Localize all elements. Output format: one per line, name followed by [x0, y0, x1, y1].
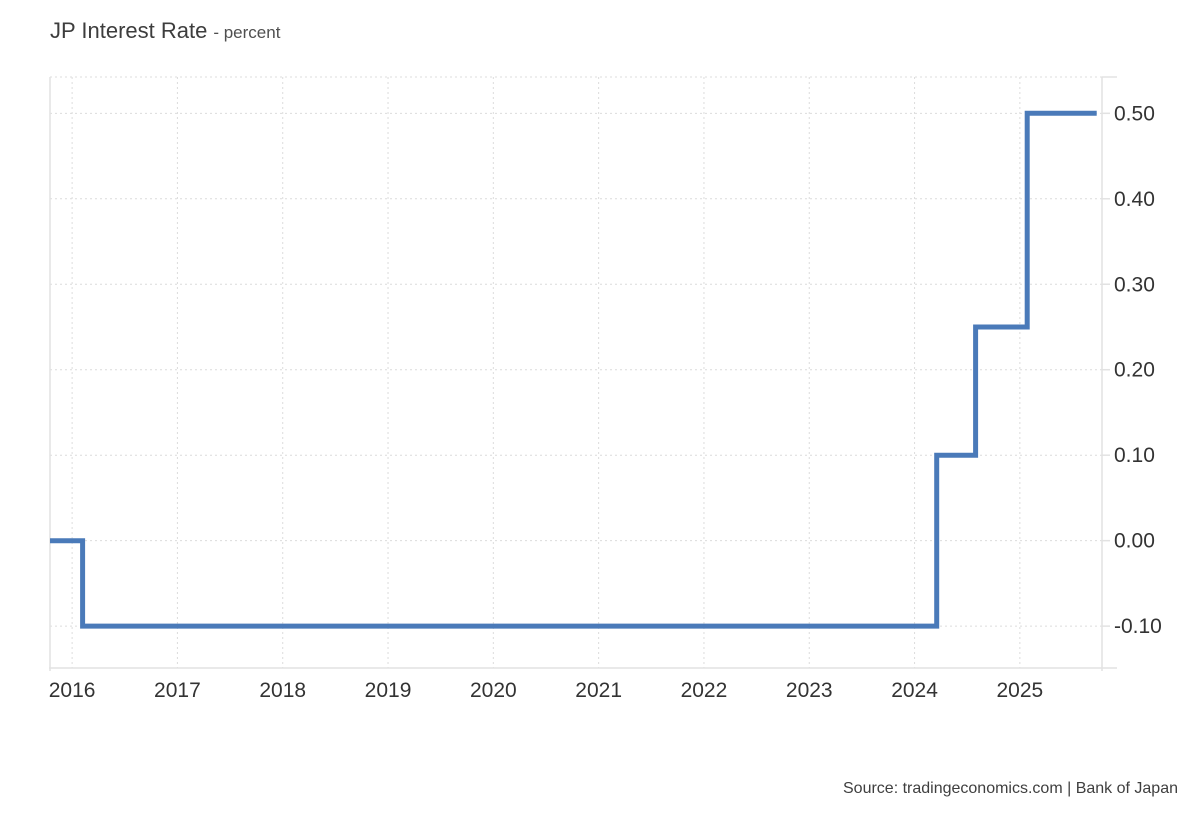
chart-header: JP Interest Rate - percent: [50, 18, 280, 44]
x-axis-label: 2018: [259, 679, 306, 702]
rate-step-line: [50, 110, 1097, 629]
x-axis-label: 2017: [154, 679, 201, 702]
interest-rate-chart[interactable]: 2016 2017 2018 2019 2020 2021 2022 2023 2024 2025…: [0, 0, 1200, 760]
y-axis-label: 0.50: [1114, 102, 1155, 125]
y-axis-label: -0.10: [1114, 615, 1162, 638]
y-axis-label: 0.20: [1114, 359, 1155, 382]
x-axis-label: 2016: [49, 679, 96, 702]
plot-area[interactable]: [50, 77, 1102, 668]
x-axis-label: 2023: [786, 679, 833, 702]
source-attribution: Source: tradingeconomics.com | Bank of J…: [843, 780, 1178, 797]
y-axis-label: 0.30: [1114, 273, 1155, 296]
x-axis-label: 2025: [997, 679, 1044, 702]
x-axis-label: 2020: [470, 679, 517, 702]
y-axis-label: 0.00: [1114, 530, 1155, 553]
x-axis-label: 2019: [365, 679, 412, 702]
y-axis-label: 0.10: [1114, 444, 1155, 467]
chart-subtitle: - percent: [213, 23, 281, 42]
x-axis-label: 2024: [891, 679, 938, 702]
chart-title: JP Interest Rate: [50, 18, 208, 43]
x-axis-label: 2022: [681, 679, 728, 702]
x-axis-label: 2021: [575, 679, 622, 702]
y-axis-label: 0.40: [1114, 188, 1155, 211]
